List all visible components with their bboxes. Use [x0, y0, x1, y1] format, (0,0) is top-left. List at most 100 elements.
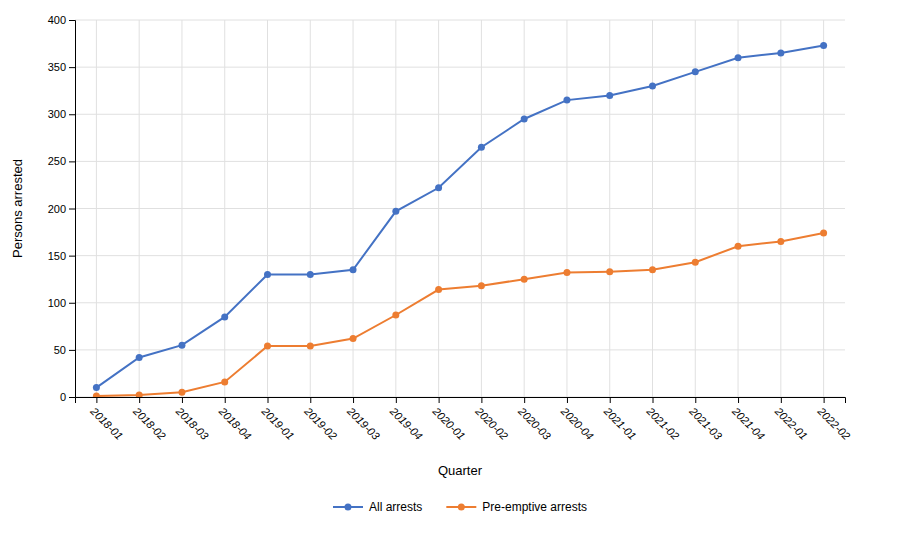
- tick-label: 300: [48, 108, 66, 120]
- legend-item: Pre-emptive arrests: [446, 500, 587, 514]
- grid-line: [738, 20, 739, 397]
- tick-mark: [567, 397, 568, 403]
- tick: 300: [48, 108, 75, 120]
- tick: 2019-02: [302, 397, 340, 442]
- grid-line: [780, 20, 781, 397]
- tick-mark: [695, 397, 696, 403]
- tick-mark: [396, 397, 397, 403]
- tick-mark: [69, 20, 75, 21]
- point: [435, 184, 442, 191]
- tick-label: 2021-01: [601, 404, 639, 442]
- tick-label: 2018-04: [216, 404, 254, 442]
- tick: 50: [54, 344, 75, 356]
- point: [606, 268, 613, 275]
- grid-line: [438, 20, 439, 397]
- tick-mark: [69, 350, 75, 351]
- plot: 0501001502002503003504002018-012018-0220…: [48, 14, 853, 443]
- tick-mark: [225, 397, 226, 403]
- tick-mark: [268, 397, 269, 403]
- point: [350, 335, 357, 342]
- tick: 2018-02: [130, 397, 168, 442]
- line: [96, 45, 823, 387]
- point: [563, 97, 570, 104]
- point: [820, 42, 827, 49]
- point: [307, 271, 314, 278]
- tick: 2021-01: [601, 397, 639, 442]
- tick-mark: [182, 397, 183, 403]
- point: [649, 82, 656, 89]
- grid-line: [75, 114, 845, 115]
- series: [93, 42, 827, 391]
- y-axis-title: Persons arrested: [10, 159, 25, 258]
- point: [264, 271, 271, 278]
- tick-mark: [439, 397, 440, 403]
- legend-item: All arrests: [333, 500, 422, 514]
- point: [735, 243, 742, 250]
- grid-line: [75, 161, 845, 162]
- tick-mark: [524, 397, 525, 403]
- grid-line: [75, 255, 845, 256]
- tick-mark: [610, 397, 611, 403]
- tick: 150: [48, 250, 75, 262]
- grid-line: [75, 302, 845, 303]
- point: [692, 259, 699, 266]
- point: [692, 68, 699, 75]
- marks: [93, 42, 827, 397]
- point: [606, 92, 613, 99]
- tick-mark: [69, 397, 75, 398]
- tick-label: 150: [48, 250, 66, 262]
- tick-label: 2018-01: [88, 404, 126, 442]
- tick-label: 2019-01: [259, 404, 297, 442]
- tick-label: 250: [48, 155, 66, 167]
- legend-label: Pre-emptive arrests: [482, 500, 587, 514]
- point: [521, 276, 528, 283]
- point: [221, 378, 228, 385]
- tick-mark: [353, 397, 354, 403]
- tick: 2020-03: [515, 397, 553, 443]
- axis-line: [69, 21, 76, 398]
- tick-label: 2022-01: [772, 404, 810, 442]
- grid-line: [695, 20, 696, 397]
- tick-label: 200: [48, 203, 66, 215]
- point: [178, 389, 185, 396]
- tick-label: 2022-02: [815, 404, 853, 442]
- tick-mark: [310, 397, 311, 403]
- grid-line: [224, 20, 225, 397]
- tick-label: 2020-02: [473, 404, 511, 442]
- point: [136, 392, 143, 397]
- tick-label: 350: [48, 61, 66, 73]
- grid-line: [524, 20, 525, 397]
- legend-marker: [458, 504, 465, 511]
- grid-line: [609, 20, 610, 397]
- tick: 2018-04: [216, 397, 254, 442]
- grid-line: [823, 20, 824, 397]
- grid-line: [96, 20, 97, 397]
- axis-line: [76, 398, 846, 404]
- grid-line: [566, 20, 567, 397]
- tick-label: 100: [48, 297, 66, 309]
- legend-label: All arrests: [369, 500, 422, 514]
- tick-mark: [69, 114, 75, 115]
- tick-label: 2020-04: [558, 404, 596, 442]
- tick-mark: [653, 397, 654, 403]
- point: [649, 266, 656, 273]
- grid-line: [181, 20, 182, 397]
- tick: 2021-02: [644, 397, 682, 442]
- tick-mark: [69, 209, 75, 210]
- tick: 2022-01: [772, 397, 810, 442]
- grid-line: [75, 208, 845, 209]
- tick-mark: [69, 67, 75, 68]
- tick: 2021-04: [729, 397, 767, 442]
- point: [93, 384, 100, 391]
- tick-mark: [738, 397, 739, 403]
- tick: 2020-02: [473, 397, 511, 442]
- tick-mark: [781, 397, 782, 403]
- point: [478, 282, 485, 289]
- series: [93, 230, 827, 397]
- tick-label: 2018-03: [173, 404, 211, 442]
- tick: 2021-03: [687, 397, 725, 443]
- tick-mark: [139, 397, 140, 403]
- grid-line: [310, 20, 311, 397]
- grid-line: [75, 349, 845, 350]
- tick: 100: [48, 297, 75, 309]
